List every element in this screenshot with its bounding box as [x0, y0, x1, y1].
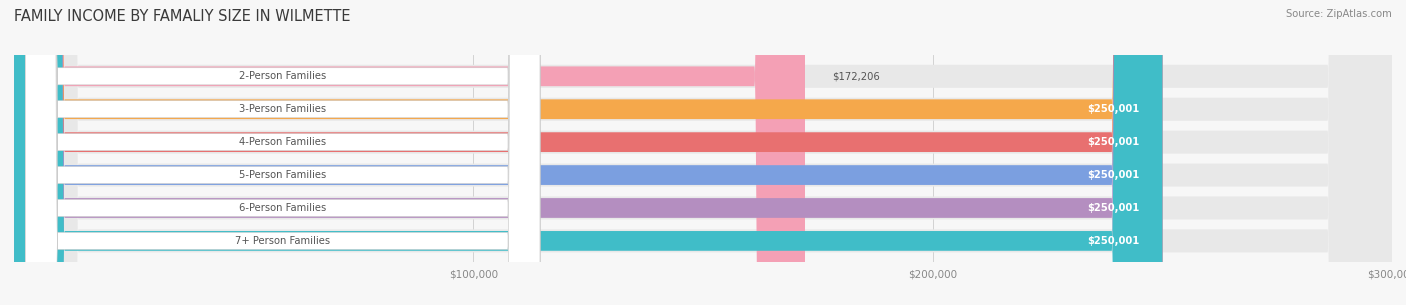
Text: FAMILY INCOME BY FAMALIY SIZE IN WILMETTE: FAMILY INCOME BY FAMALIY SIZE IN WILMETT… — [14, 9, 350, 24]
Text: $250,001: $250,001 — [1087, 170, 1139, 180]
Text: $250,001: $250,001 — [1087, 203, 1139, 213]
FancyBboxPatch shape — [25, 0, 540, 305]
FancyBboxPatch shape — [14, 0, 1392, 305]
Text: $172,206: $172,206 — [832, 71, 880, 81]
Text: 4-Person Families: 4-Person Families — [239, 137, 326, 147]
FancyBboxPatch shape — [25, 0, 540, 305]
Text: 5-Person Families: 5-Person Families — [239, 170, 326, 180]
FancyBboxPatch shape — [14, 0, 1392, 305]
FancyBboxPatch shape — [14, 0, 806, 305]
FancyBboxPatch shape — [25, 0, 540, 305]
FancyBboxPatch shape — [14, 0, 1163, 305]
Text: 7+ Person Families: 7+ Person Families — [235, 236, 330, 246]
FancyBboxPatch shape — [14, 0, 1392, 305]
Text: Source: ZipAtlas.com: Source: ZipAtlas.com — [1286, 9, 1392, 19]
Text: 3-Person Families: 3-Person Families — [239, 104, 326, 114]
FancyBboxPatch shape — [14, 0, 1163, 305]
FancyBboxPatch shape — [14, 0, 1392, 305]
FancyBboxPatch shape — [14, 0, 1392, 305]
FancyBboxPatch shape — [14, 0, 1163, 305]
Text: $250,001: $250,001 — [1087, 236, 1139, 246]
Text: 2-Person Families: 2-Person Families — [239, 71, 326, 81]
Text: 6-Person Families: 6-Person Families — [239, 203, 326, 213]
FancyBboxPatch shape — [25, 0, 540, 305]
Text: $250,001: $250,001 — [1087, 104, 1139, 114]
FancyBboxPatch shape — [25, 0, 540, 305]
FancyBboxPatch shape — [25, 0, 540, 305]
FancyBboxPatch shape — [14, 0, 1392, 305]
FancyBboxPatch shape — [14, 0, 1163, 305]
Text: $250,001: $250,001 — [1087, 137, 1139, 147]
FancyBboxPatch shape — [14, 0, 1163, 305]
